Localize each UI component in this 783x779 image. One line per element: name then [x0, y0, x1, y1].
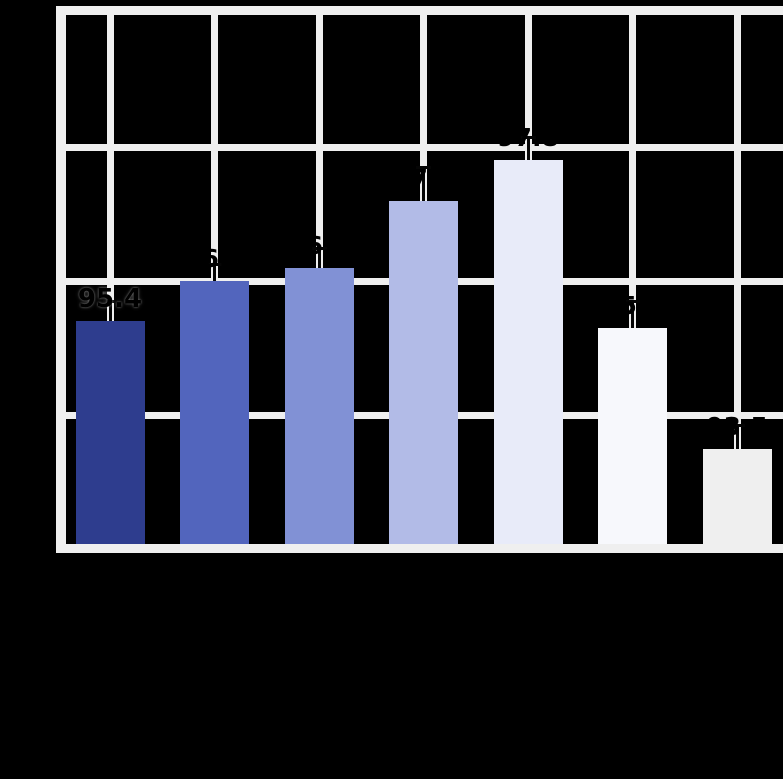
error-bar-cap-1 [103, 300, 118, 303]
axis-frame-bottom [56, 544, 783, 553]
error-bar-cap-5 [521, 136, 536, 139]
error-bar-5 [527, 137, 530, 160]
error-bar-cap-3 [312, 247, 327, 250]
bar-value-label-5: 97.8 [497, 123, 559, 152]
error-bar-cap-7 [730, 424, 745, 427]
gridline-x-6 [629, 13, 636, 549]
error-bar-3 [318, 248, 321, 268]
error-bar-7 [736, 425, 739, 449]
bar-6 [598, 328, 667, 549]
bar-2 [180, 281, 249, 549]
gridline-x-1 [107, 13, 114, 549]
error-bar-cap-2 [207, 263, 222, 266]
error-bar-2 [213, 264, 216, 281]
axis-frame-top [56, 6, 783, 15]
error-bar-cap-6 [625, 300, 640, 303]
error-bar-6 [631, 301, 634, 328]
error-bar-4 [422, 167, 425, 201]
bar-value-label-4: 97.2 [393, 164, 455, 193]
error-bar-cap-4 [416, 166, 431, 169]
bar-4 [389, 201, 458, 549]
gridline-x-7 [734, 13, 741, 549]
bar-value-label-7: 93.5 [706, 412, 768, 441]
bar-value-label-6: 95.3 [602, 291, 664, 320]
bar-value-label-1: 95.4 [77, 284, 143, 314]
bar-1 [76, 321, 145, 549]
error-bar-1 [109, 301, 112, 321]
bar-5 [494, 160, 563, 549]
bar-value-label-2: 96.0 [184, 244, 246, 273]
bar-3 [285, 268, 354, 549]
axis-frame-left [56, 6, 66, 553]
bar-value-label-3: 96.2 [288, 231, 350, 260]
bar-7 [703, 449, 772, 549]
